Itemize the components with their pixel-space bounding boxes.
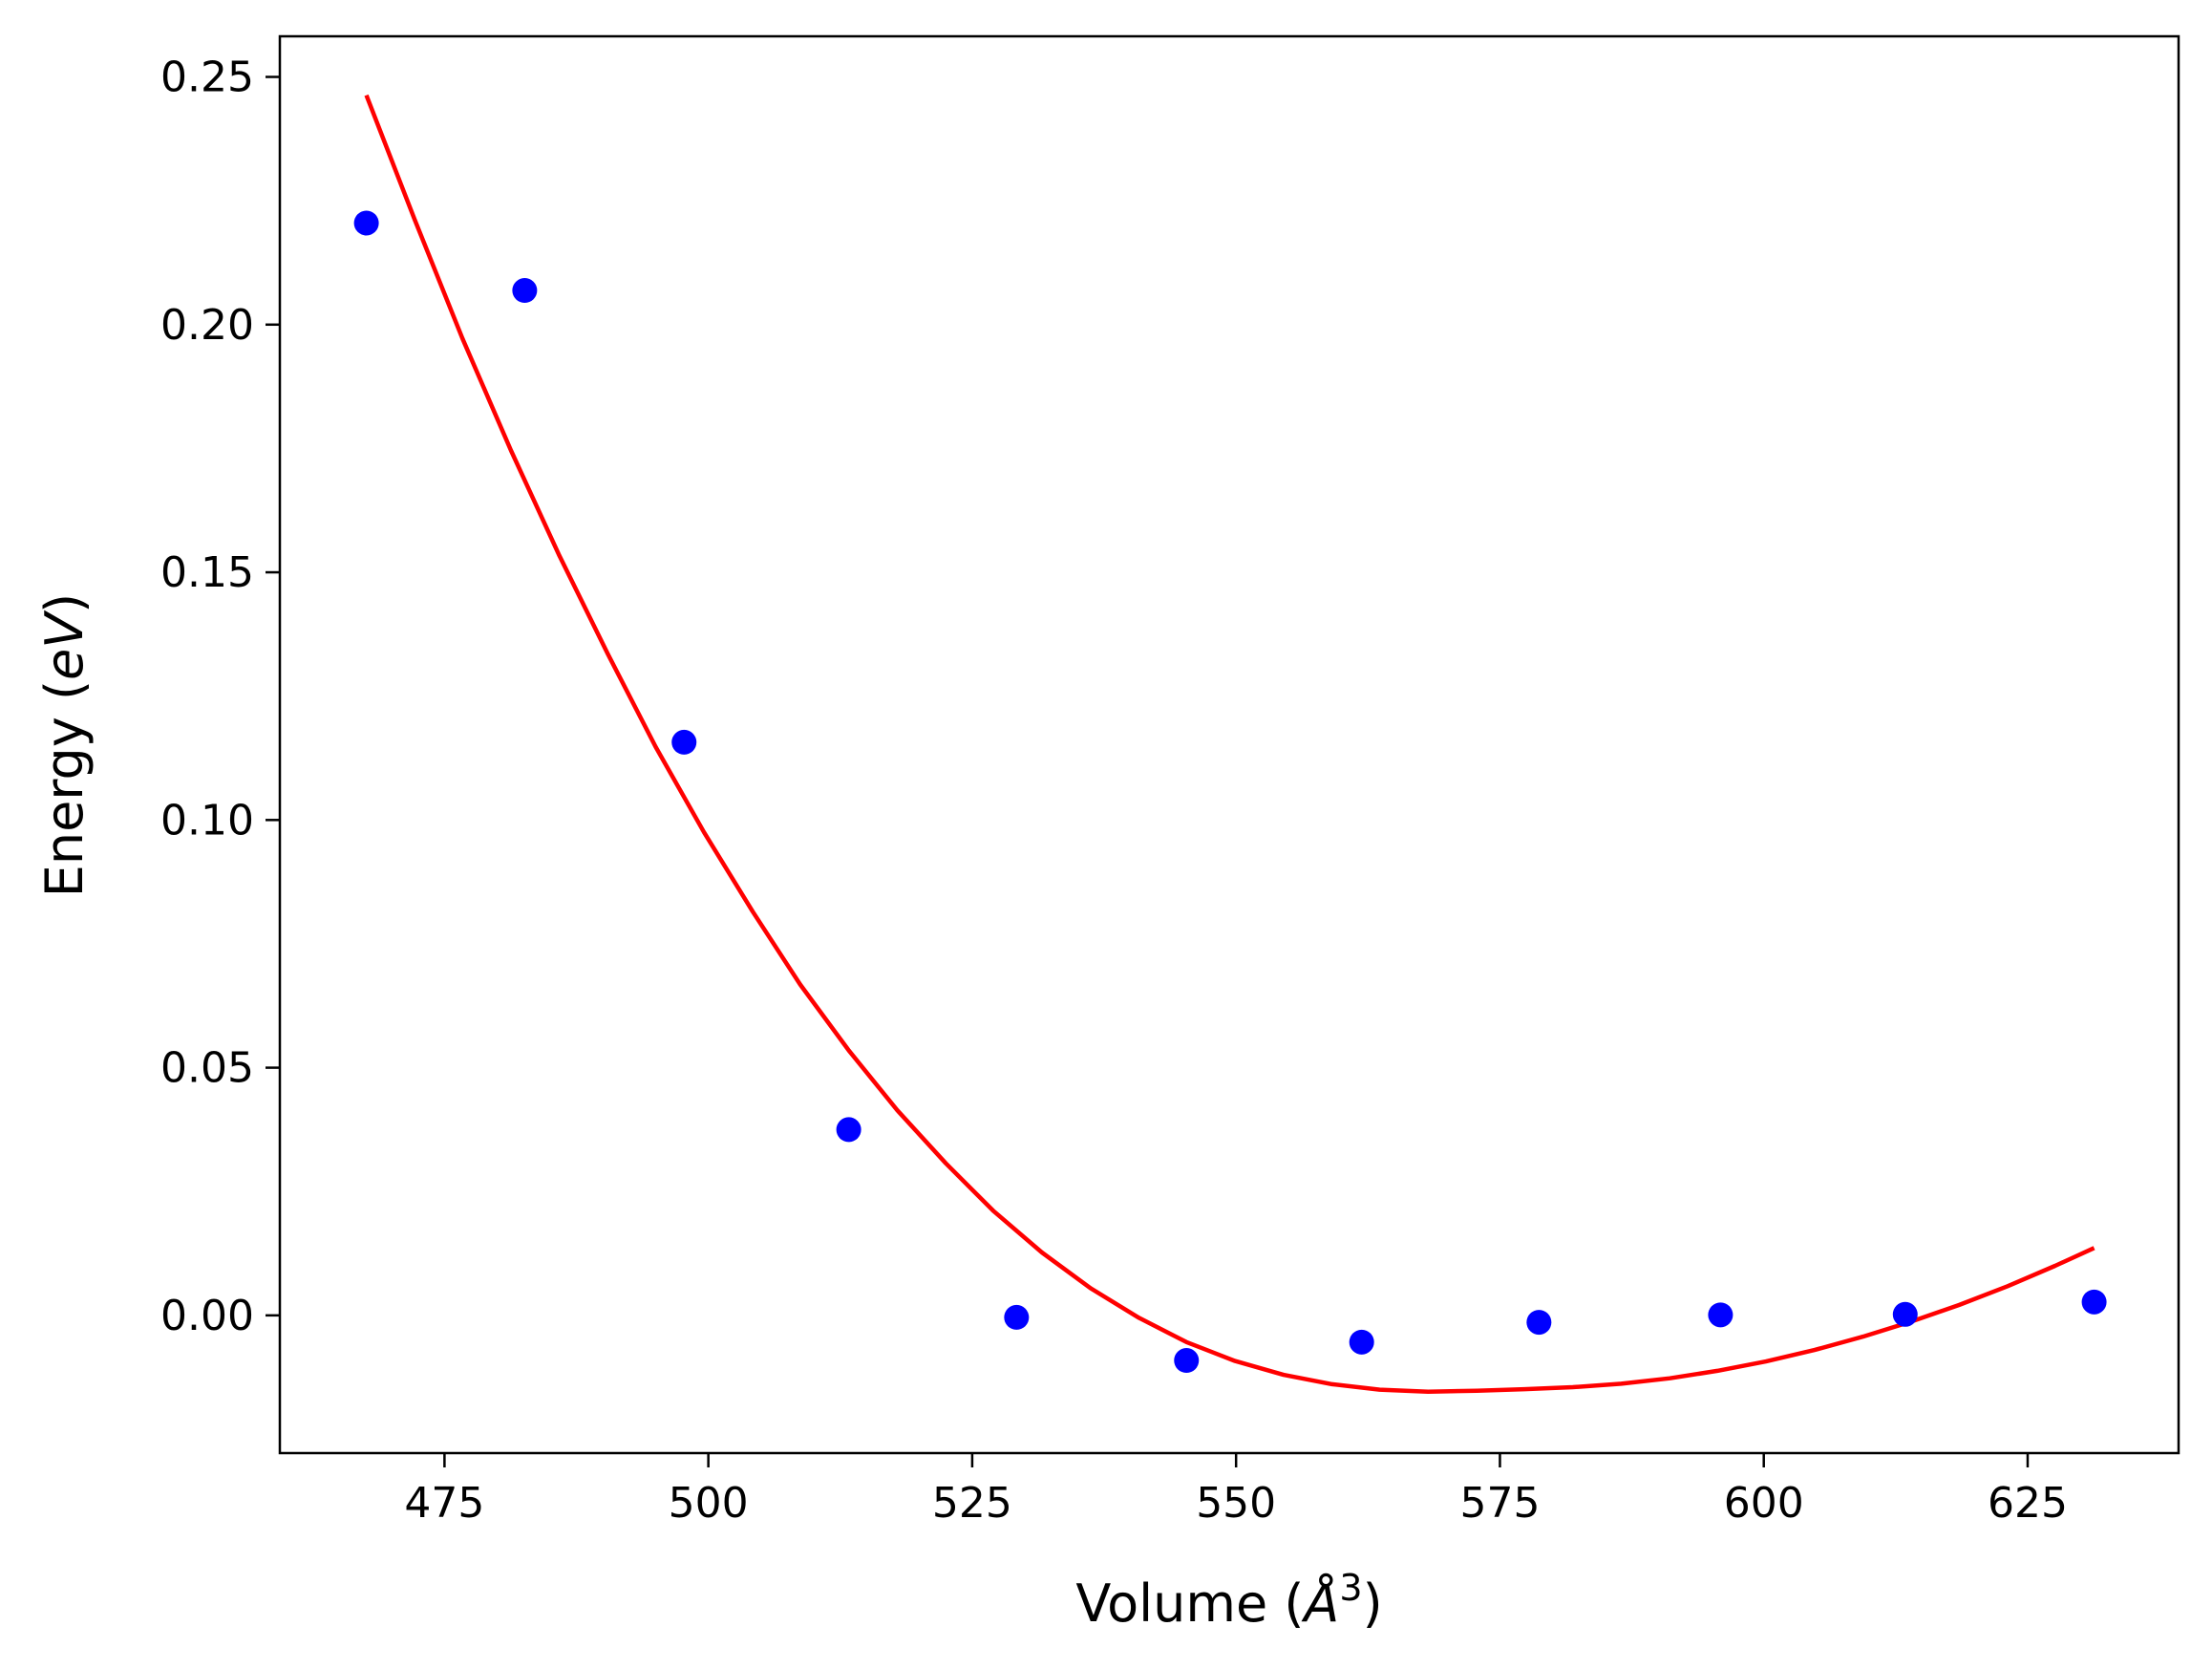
x-tick-label: 600	[1724, 1479, 1804, 1528]
data-point	[353, 210, 379, 236]
x-tick-label: 575	[1459, 1479, 1540, 1528]
x-tick-label: 525	[932, 1479, 1012, 1528]
y-axis-label-unit: eV	[34, 610, 95, 680]
data-point	[512, 278, 538, 304]
x-tick-label: 625	[1988, 1479, 2068, 1528]
data-point	[836, 1117, 861, 1143]
y-axis-label-main: Energy (	[34, 680, 95, 897]
x-axis-label-main: Volume (	[1075, 1573, 1304, 1634]
y-axis-ticks: 0.00 0.05 0.10 0.15 0.20 0.25	[160, 53, 280, 1340]
y-tick-label: 0.20	[160, 301, 254, 350]
x-axis-label-unit: Å	[1301, 1573, 1339, 1634]
data-point	[1708, 1302, 1733, 1328]
x-tick-label: 500	[669, 1479, 749, 1528]
data-points	[353, 210, 2107, 1374]
y-tick-label: 0.15	[160, 548, 254, 597]
x-axis-label-close: )	[1363, 1573, 1383, 1634]
y-axis-label-close: )	[34, 593, 95, 613]
data-point	[1004, 1304, 1030, 1330]
fit-curve	[364, 94, 2095, 1394]
y-axis-label: Energy (eV)	[34, 593, 95, 898]
data-point	[1892, 1301, 1918, 1327]
data-point	[1174, 1348, 1200, 1374]
axes-frame	[278, 34, 2180, 1455]
y-tick-label: 0.05	[160, 1044, 254, 1093]
x-axis-ticks: 475 500 525 550 575 600 625	[404, 1453, 2068, 1528]
plot-area	[280, 36, 2179, 1453]
y-tick-label: 0.00	[160, 1292, 254, 1340]
y-tick-label: 0.25	[160, 53, 254, 102]
x-tick-label: 550	[1196, 1479, 1276, 1528]
data-point	[671, 729, 697, 755]
data-point	[2081, 1289, 2107, 1315]
y-tick-label: 0.10	[160, 796, 254, 845]
x-axis-label-superscript: 3	[1339, 1567, 1362, 1609]
x-tick-label: 475	[404, 1479, 484, 1528]
data-point	[1349, 1329, 1374, 1355]
x-axis-label: Volume (Å3)	[1075, 1567, 1382, 1634]
data-point	[1526, 1310, 1552, 1336]
